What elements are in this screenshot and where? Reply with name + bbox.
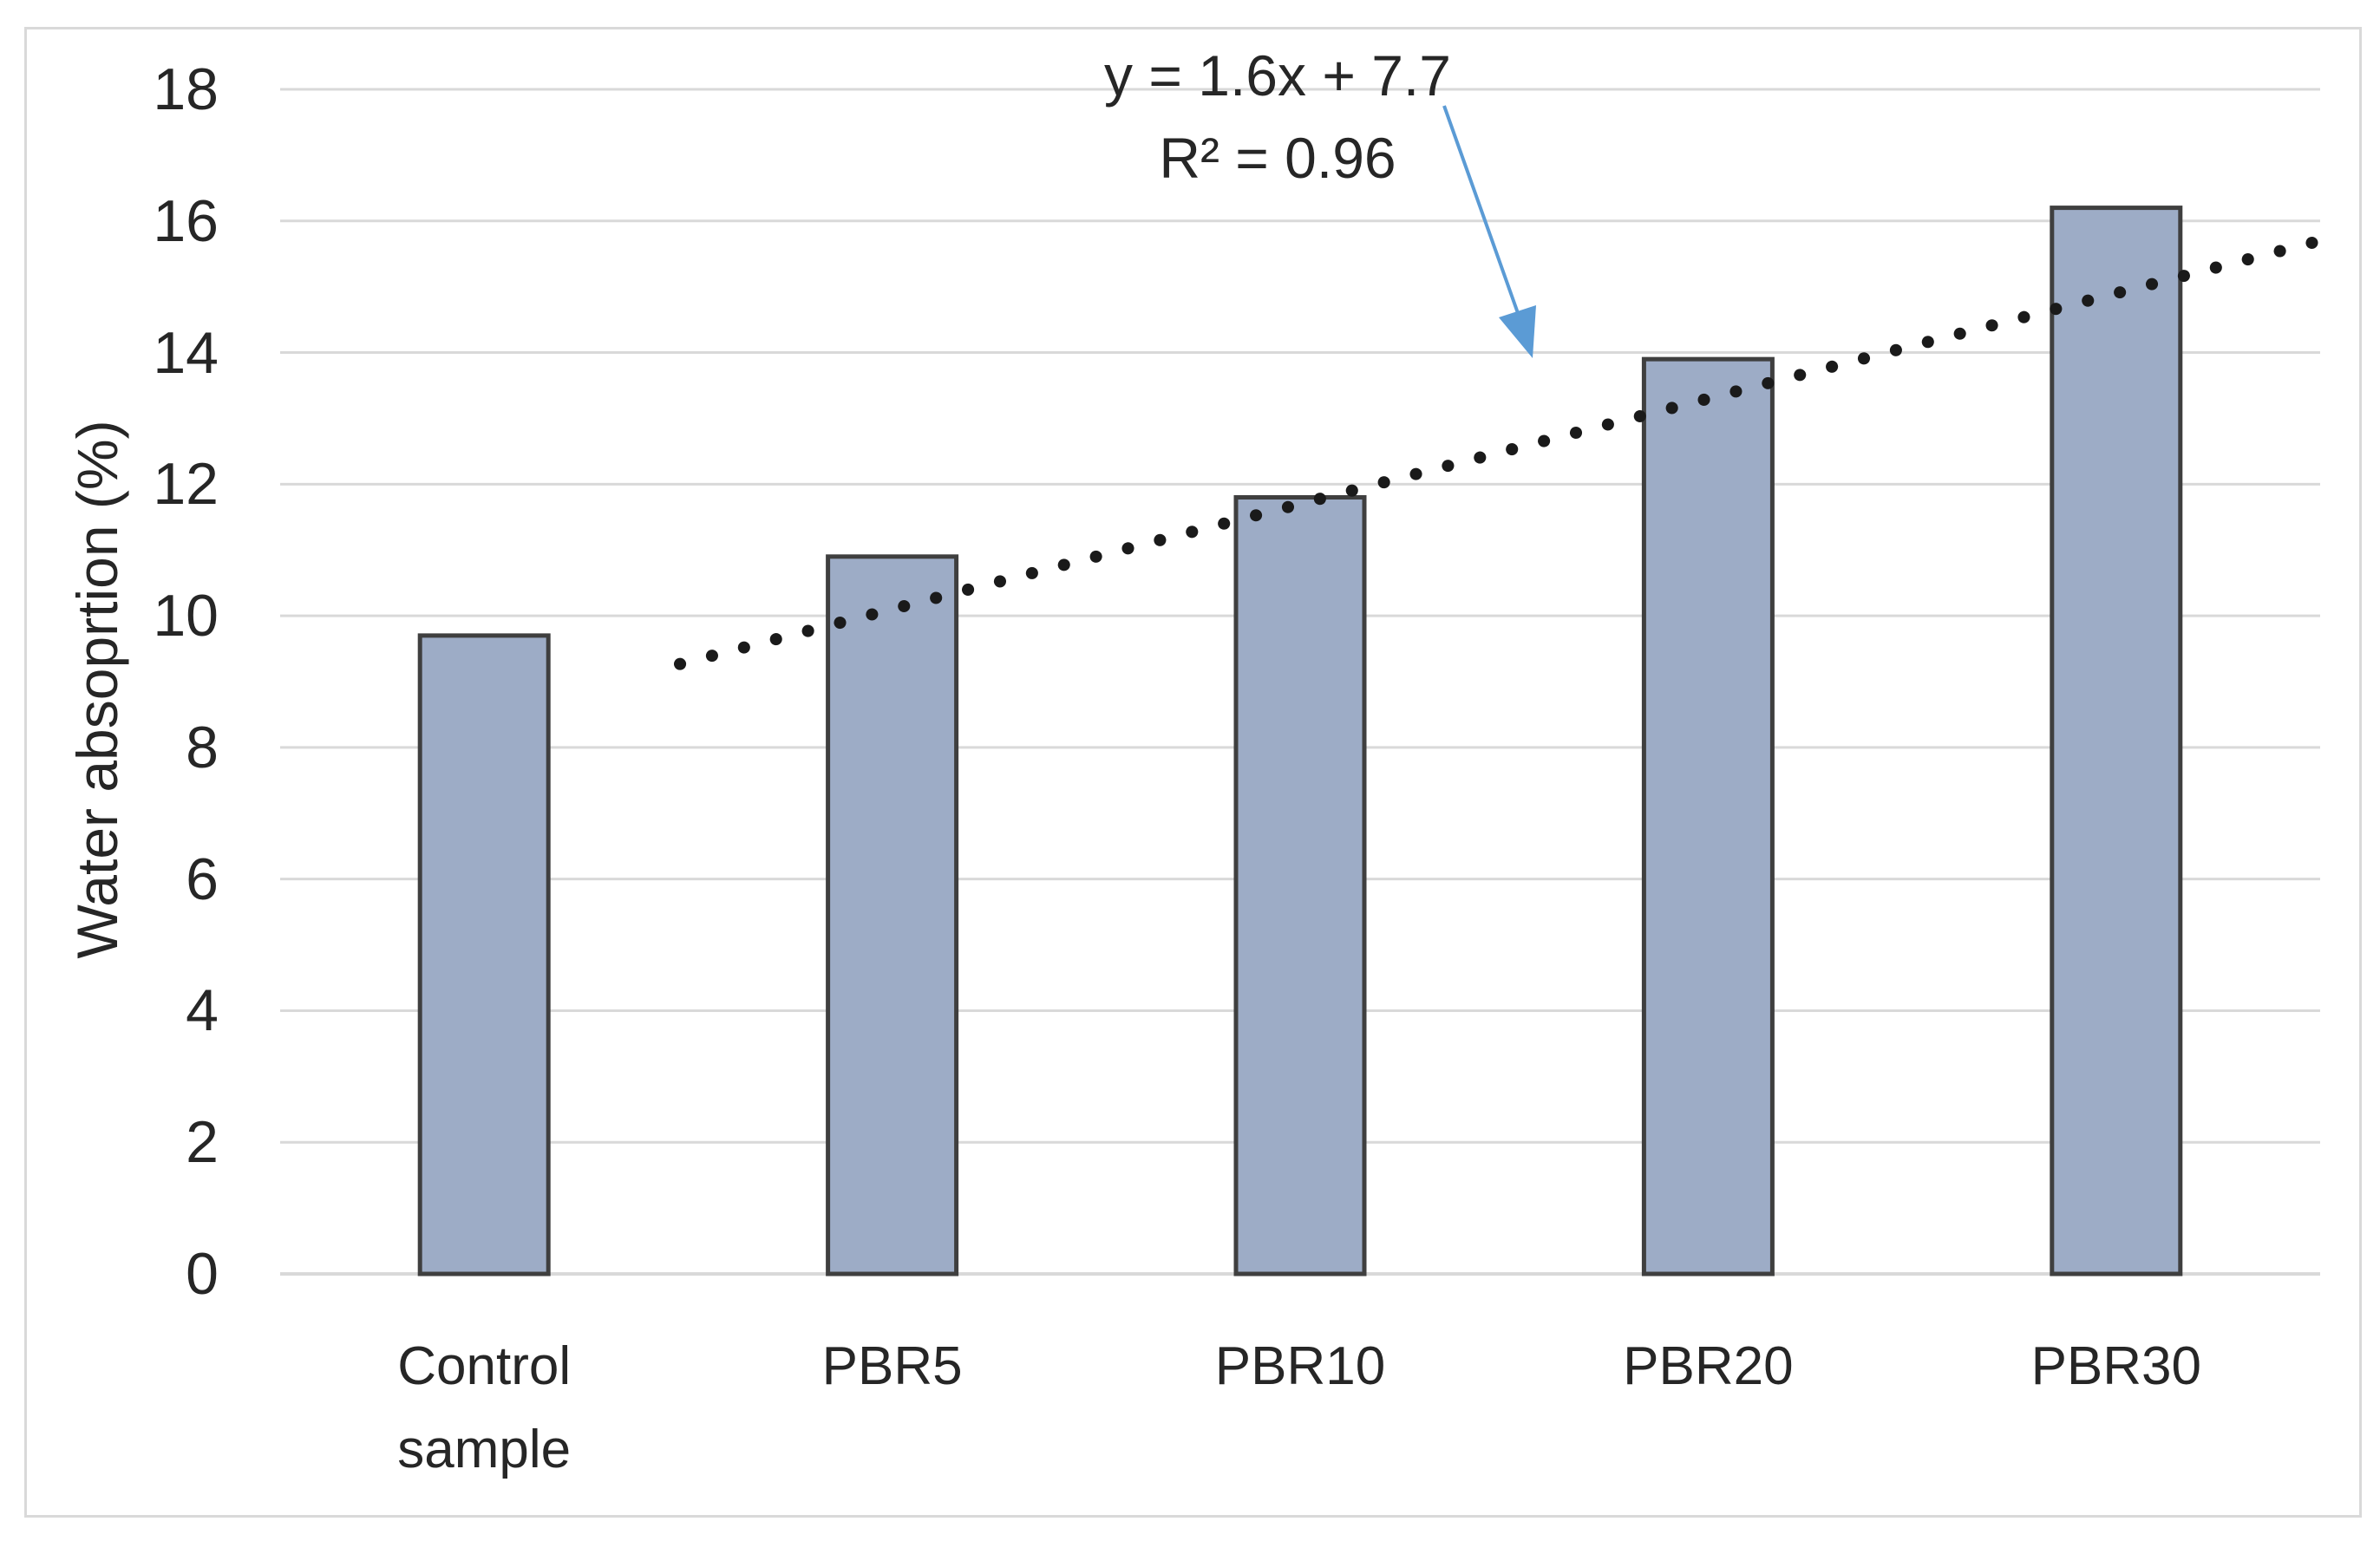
bar-pbr20 — [1641, 356, 1775, 1277]
bar-control-sample — [417, 633, 551, 1277]
y-tick-label-0: 0 — [186, 1241, 219, 1307]
y-tick-label-18: 18 — [153, 56, 219, 122]
category-label-pbr5: PBR5 — [821, 1336, 963, 1396]
y-tick-label-16: 16 — [153, 187, 219, 254]
category-label-pbr10: PBR10 — [1214, 1336, 1386, 1396]
trendline-annotation: y = 1.6x + 7.7 R² = 0.96 — [1104, 35, 1451, 199]
y-tick-label-14: 14 — [153, 319, 219, 386]
arrow-shaft — [1442, 105, 1520, 314]
bar-series — [417, 206, 2183, 1277]
y-axis-title: Water absoprtion (%) — [65, 420, 129, 959]
gridlines — [280, 88, 2320, 1276]
annotation-arrow — [1442, 105, 1536, 358]
bar-pbr30 — [2050, 206, 2183, 1277]
y-tick-label-2: 2 — [186, 1109, 219, 1176]
category-label-pbr20: PBR20 — [1623, 1336, 1794, 1396]
y-tick-label-6: 6 — [186, 846, 219, 912]
bar-pbr10 — [1233, 495, 1367, 1277]
category-label-control-sample: Control sample — [397, 1336, 572, 1479]
chart-area-border — [24, 27, 2362, 1518]
trendline-r-squared: R² = 0.96 — [1159, 126, 1396, 190]
trendline-equation: y = 1.6x + 7.7 — [1104, 43, 1451, 108]
y-tick-label-12: 12 — [153, 451, 219, 518]
arrow-head — [1499, 305, 1536, 358]
bar-pbr5 — [826, 554, 959, 1277]
y-tick-label-8: 8 — [186, 714, 219, 780]
y-tick-label-10: 10 — [153, 583, 219, 650]
y-tick-label-4: 4 — [186, 977, 219, 1044]
category-label-pbr30: PBR30 — [2030, 1336, 2202, 1396]
